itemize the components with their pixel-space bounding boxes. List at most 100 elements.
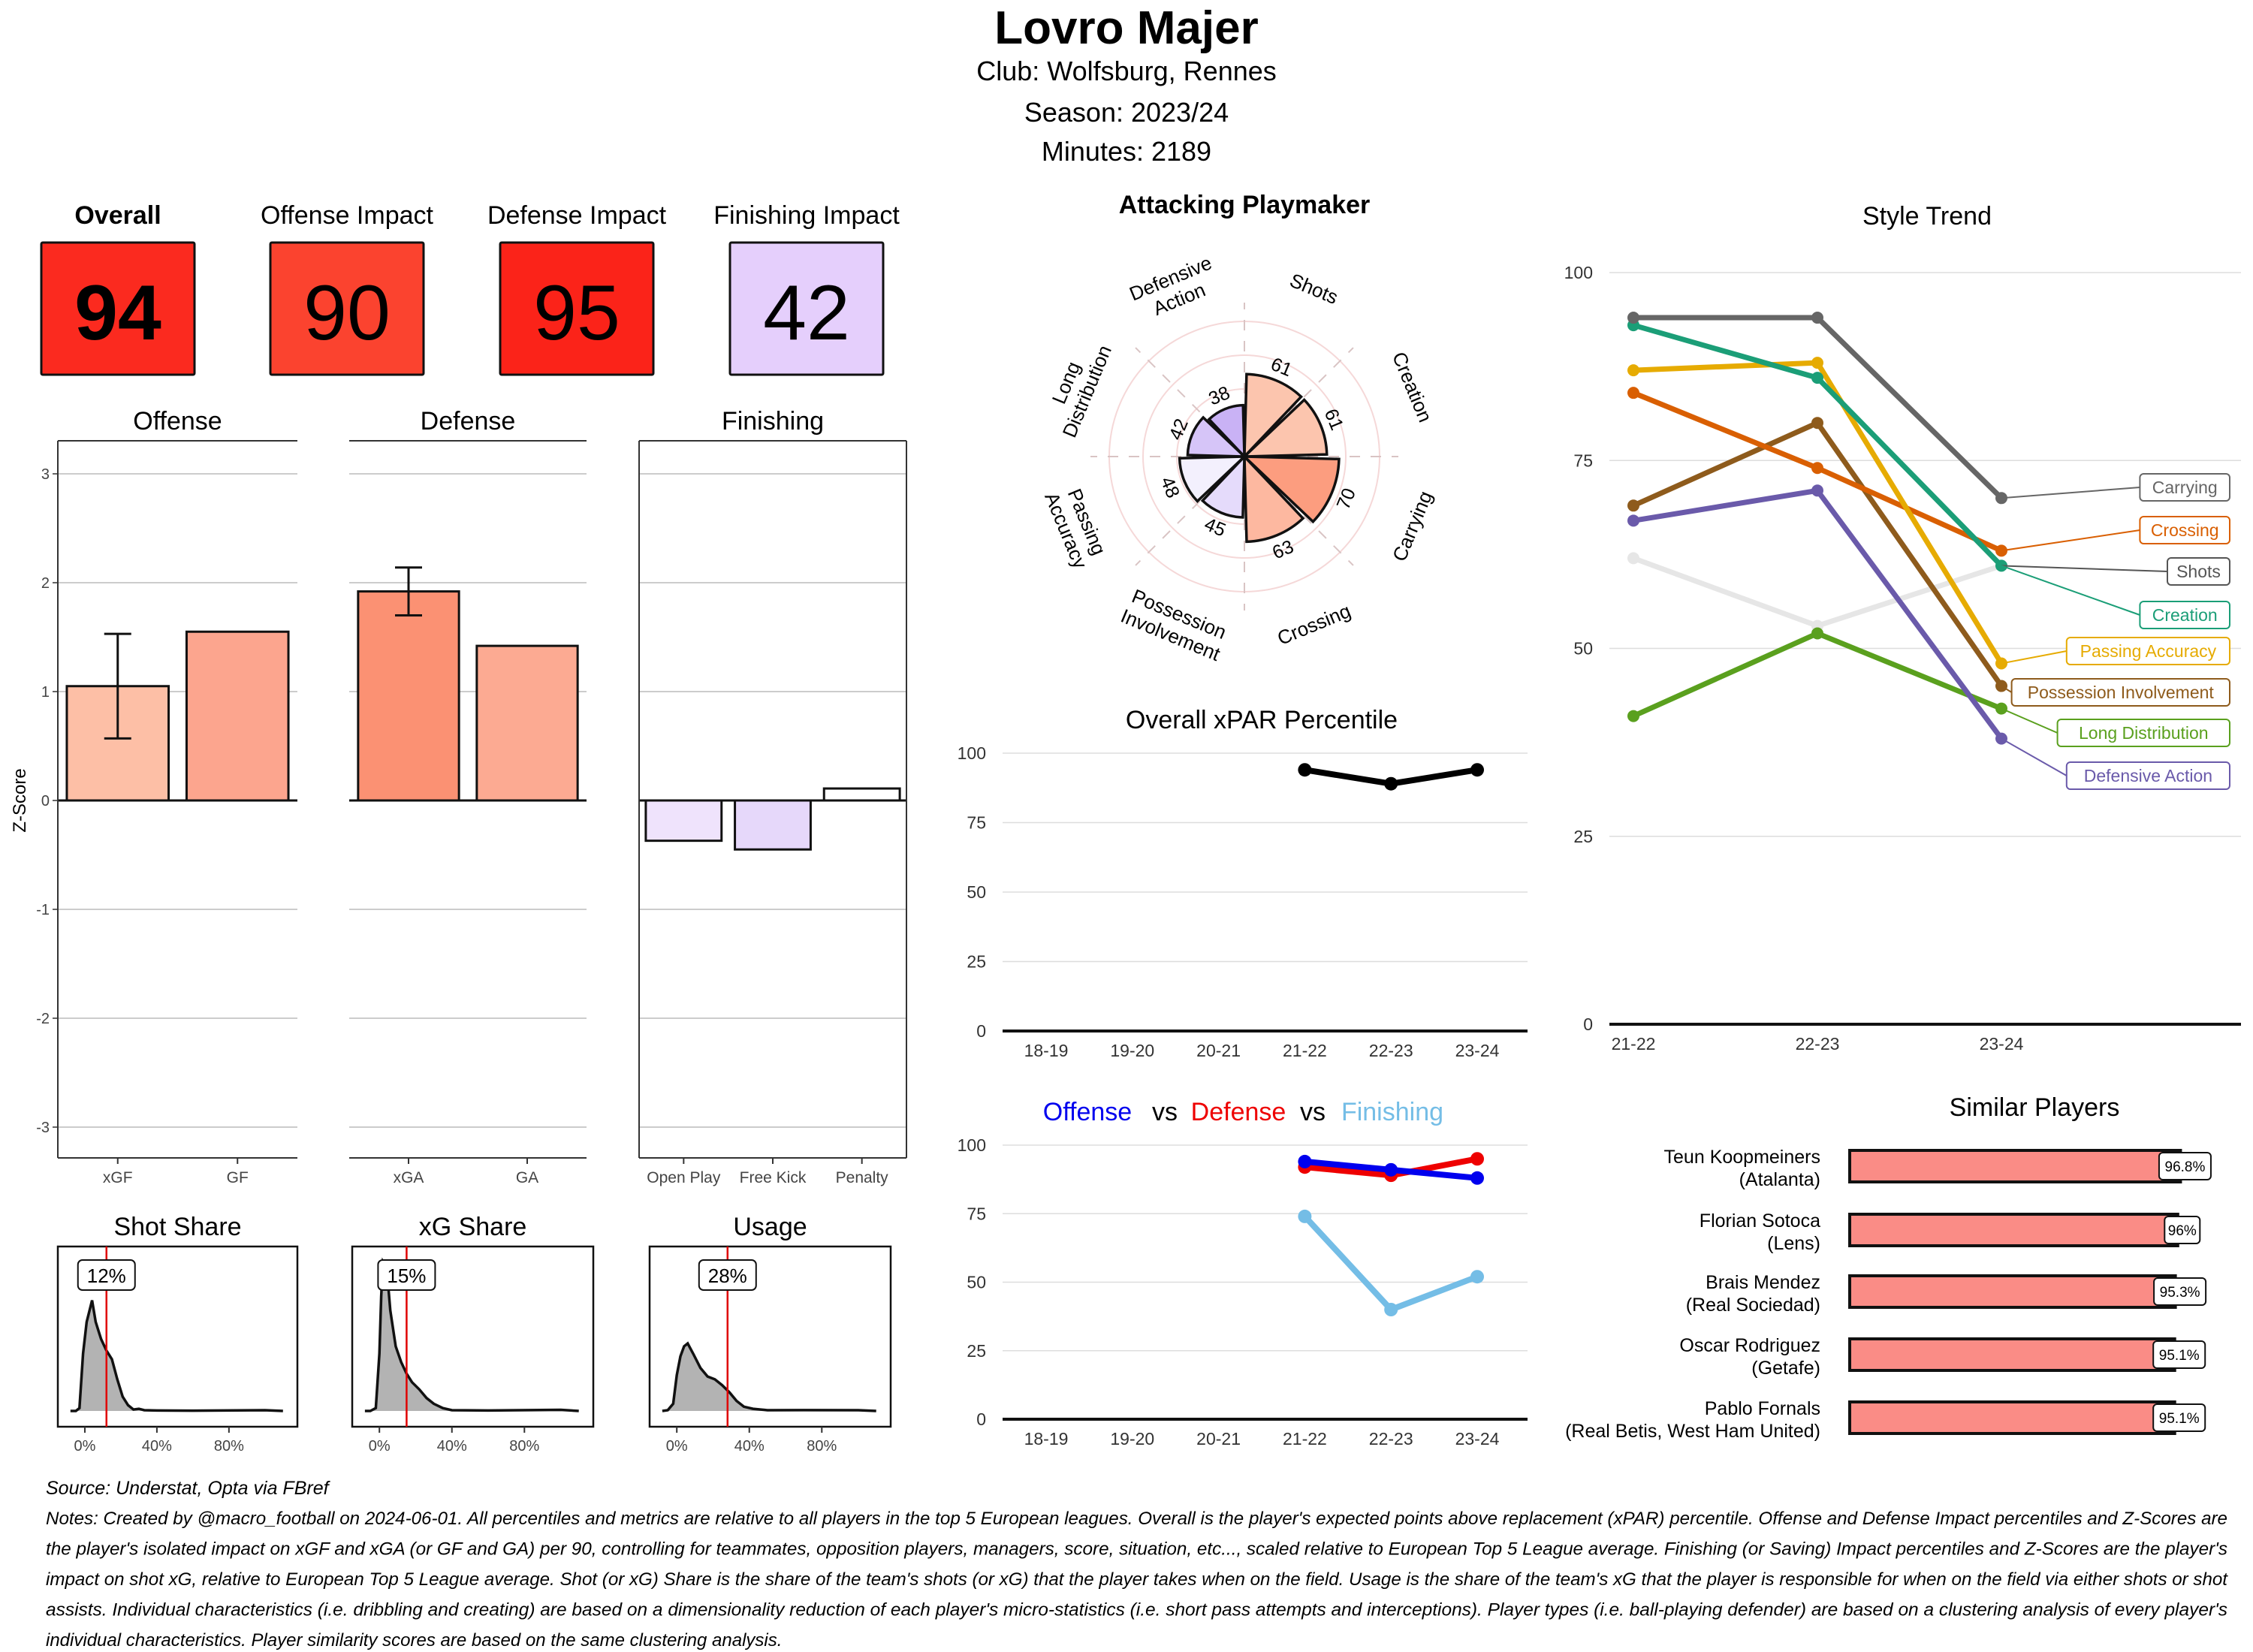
series-shots: [1627, 552, 2007, 632]
label-connector: [2001, 650, 2067, 665]
bar-free-kick: [734, 799, 812, 851]
panel-title: xG Share: [419, 1213, 527, 1241]
data-point: [1627, 514, 1639, 527]
radar-wedge-carrying: [1241, 455, 1341, 524]
x-tick-label: 23-24: [1455, 1429, 1500, 1449]
notes-line: the player's isolated impact on xGF and …: [46, 1539, 2227, 1560]
data-point: [1627, 552, 1639, 565]
kpi-offense-impact: Offense Impact 90: [261, 201, 434, 376]
radar-category-label: Crossing: [1274, 599, 1353, 650]
series-label-possession-involvement: Possession Involvement: [2001, 678, 2231, 707]
similarity-label-box: [2152, 1340, 2206, 1369]
error-bar: [104, 632, 131, 740]
data-point: [1627, 387, 1639, 399]
kpi-label: Overall: [74, 201, 161, 230]
label-box: [2010, 678, 2231, 707]
similarity-label-box: [2158, 1152, 2212, 1180]
label-connector: [2001, 487, 2140, 499]
kpi-value: 42: [763, 270, 850, 357]
label-box: [2167, 557, 2230, 586]
similarity-label: 95.1%: [2159, 1411, 2200, 1427]
radar-wedge-shots: [1243, 372, 1304, 460]
panel-title: Finishing: [722, 407, 824, 436]
player-club: (Lens): [1767, 1233, 1820, 1254]
radar-category-line: Creation: [1388, 348, 1437, 425]
panel-title: Offense: [133, 407, 222, 436]
series-label-long-distribution: Long Distribution: [2001, 707, 2231, 747]
label-connector: [2001, 685, 2013, 693]
bar-open-play: [644, 799, 723, 843]
y-tick-label: 100: [958, 1135, 986, 1155]
x-tick-label: GF: [227, 1169, 249, 1186]
club-line: Club: Wolfsburg, Rennes: [976, 56, 1277, 86]
radar-value-label: 45: [1202, 514, 1229, 541]
data-point: [1384, 1162, 1398, 1177]
x-tick-label: 21-22: [1612, 1034, 1656, 1054]
value-label: 28%: [708, 1265, 747, 1287]
player-name: Florian Sotoca: [1700, 1210, 1820, 1231]
chart-title-part: vs: [1300, 1098, 1326, 1126]
data-point: [1298, 1154, 1312, 1168]
zscore-panel-offense: Offense 3 2 1 0 -1 -2 -3 xGF GF: [36, 407, 297, 1186]
data-point: [1298, 763, 1312, 777]
y-tick-label: 50: [967, 1273, 986, 1292]
label-box: [2139, 601, 2230, 629]
similar-player-row: Oscar Rodriguez(Getafe) 95.1%: [1679, 1335, 2206, 1379]
y-tick-label: 25: [1573, 827, 1593, 846]
similarity-label: 96.8%: [2165, 1159, 2206, 1175]
data-point: [1384, 1303, 1398, 1316]
panel-title: Shot Share: [113, 1213, 241, 1241]
similar-player-row: Florian Sotoca(Lens) 96%: [1700, 1210, 2201, 1254]
data-point: [1627, 364, 1639, 377]
bar-penalty: [822, 787, 901, 802]
data-point: [1811, 417, 1823, 430]
x-tick-label: 22-23: [1369, 1041, 1413, 1060]
x-tick-label: 20-21: [1196, 1429, 1241, 1449]
data-point: [1298, 1209, 1312, 1223]
attacking-playmaker-radar: Attacking Playmaker 61 Shots 61 Creation 70 Ca…: [1040, 191, 1437, 665]
radar-wedge-possession-involvement: [1200, 453, 1246, 519]
label-text: Crossing: [2151, 520, 2219, 540]
y-tick-label: 50: [967, 882, 986, 902]
season-line: Season: 2023/24: [1024, 97, 1229, 128]
notes-block: Notes: Created by @macro_football on 202…: [46, 1509, 2228, 1650]
x-tick-label: Free Kick: [740, 1169, 807, 1186]
player-name: Brais Mendez: [1706, 1272, 1820, 1293]
y-tick-label: -2: [36, 1011, 50, 1027]
x-tick-label: 18-19: [1024, 1041, 1069, 1060]
x-tick-label: 19-20: [1110, 1429, 1154, 1449]
radar-value-label: 38: [1205, 382, 1232, 410]
kpi-box: [40, 241, 196, 376]
data-point: [1384, 776, 1398, 791]
similar-players-chart: Similar Players Teun Koopmeiners(Atalanta…: [1565, 1093, 2212, 1442]
similar-player-row: Pablo Fornals(Real Betis, West Ham Unite…: [1565, 1398, 2206, 1442]
similarity-bar: [1848, 1149, 2182, 1183]
density-panel-xg-share: xG Share 15% 0% 40% 80%: [351, 1213, 595, 1455]
kpi-value: 90: [303, 270, 391, 357]
radar-value-label: 61: [1268, 354, 1295, 381]
data-point: [1811, 627, 1823, 640]
value-label-box: [77, 1259, 136, 1291]
chart-title: Similar Players: [1950, 1093, 2120, 1122]
data-point: [1811, 312, 1823, 324]
series-defensive-action: [1627, 484, 2007, 745]
notes-line: Notes: Created by @macro_football on 202…: [46, 1509, 2227, 1529]
player-name: Oscar Rodriguez: [1679, 1335, 1820, 1356]
chart-title-part: vs: [1152, 1098, 1178, 1126]
x-tick-label: 80%: [214, 1438, 244, 1455]
radar-category-label: Carrying: [1388, 487, 1437, 564]
data-point: [1811, 357, 1823, 369]
x-tick-label: 22-23: [1796, 1034, 1840, 1054]
error-bar: [395, 566, 422, 616]
y-tick-label: 100: [958, 743, 986, 763]
player-club: (Real Sociedad): [1686, 1295, 1820, 1316]
similar-player-row: Teun Koopmeiners(Atalanta) 96.8%: [1664, 1147, 2212, 1190]
chart-title-part: Offense: [1043, 1098, 1132, 1126]
bar-ga: [475, 644, 579, 802]
label-box: [2065, 761, 2231, 790]
y-tick-label: 75: [1573, 451, 1593, 470]
series-crossing: [1627, 387, 2007, 557]
